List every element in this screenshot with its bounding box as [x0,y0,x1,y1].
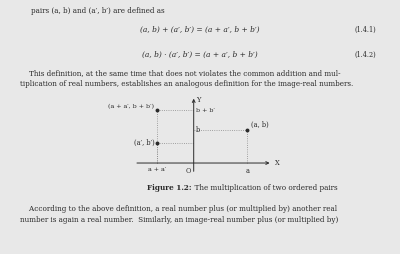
Text: b: b [196,126,200,134]
Text: (1.4.2): (1.4.2) [355,51,377,59]
Text: a + a′: a + a′ [148,167,166,172]
Text: The multiplication of two ordered pairs: The multiplication of two ordered pairs [190,184,338,192]
Text: (a, b): (a, b) [251,121,269,129]
Text: (a′, b′): (a′, b′) [134,139,155,147]
Text: Figure 1.2:: Figure 1.2: [147,184,191,192]
Text: (a + a′, b + b′): (a + a′, b + b′) [108,104,154,109]
Text: a: a [245,167,249,176]
Text: This definition, at the same time that does not violates the common addition and: This definition, at the same time that d… [20,69,353,88]
Text: O: O [186,167,191,176]
Text: b + b′: b + b′ [196,108,215,113]
Text: pairs (a, b) and (a′, b′) are defined as: pairs (a, b) and (a′, b′) are defined as [31,7,164,15]
Text: Y: Y [196,96,200,104]
Text: (1.4.1): (1.4.1) [355,26,377,34]
Text: X: X [275,159,280,167]
Text: (a, b) · (a′, b′) = (a + a′, b + b′): (a, b) · (a′, b′) = (a + a′, b + b′) [142,51,258,59]
Text: (a, b) + (a′, b′) = (a + a′, b + b′): (a, b) + (a′, b′) = (a + a′, b + b′) [140,26,260,34]
Text: According to the above definition, a real number plus (or multiplied by) another: According to the above definition, a rea… [20,205,338,225]
